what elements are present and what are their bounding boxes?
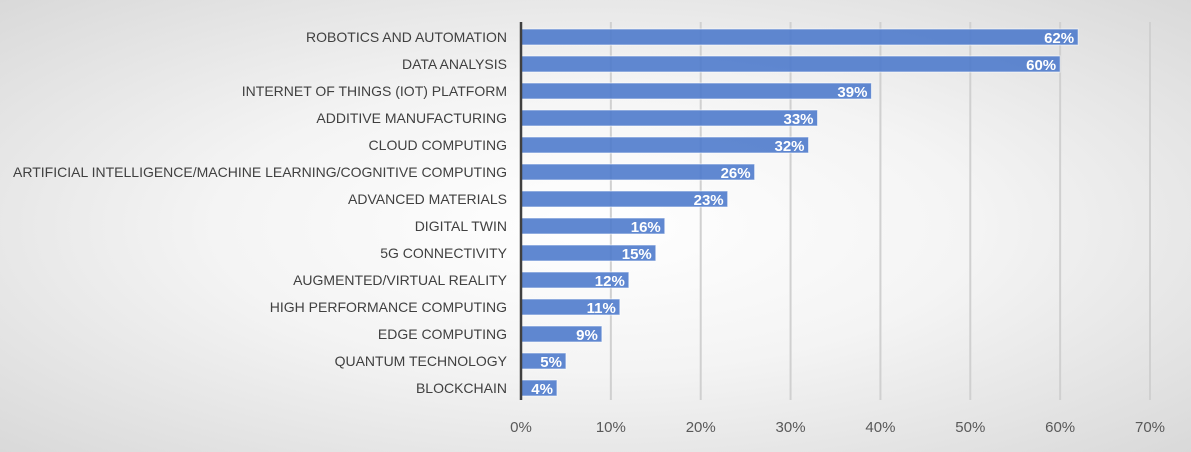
x-tick-label: 30% bbox=[776, 419, 806, 436]
data-label: 26% bbox=[721, 165, 751, 182]
x-tick-label: 50% bbox=[955, 419, 985, 436]
x-tick-label: 60% bbox=[1045, 419, 1075, 436]
data-label: 60% bbox=[1026, 57, 1056, 74]
x-tick-label: 10% bbox=[596, 419, 626, 436]
category-label: AUGMENTED/VIRTUAL REALITY bbox=[293, 272, 508, 288]
category-label: QUANTUM TECHNOLOGY bbox=[335, 353, 508, 369]
category-label: ARTIFICIAL INTELLIGENCE/MACHINE LEARNING… bbox=[13, 164, 507, 180]
bar bbox=[520, 136, 810, 154]
category-label: DIGITAL TWIN bbox=[415, 218, 507, 234]
data-label: 39% bbox=[837, 84, 867, 101]
data-label: 16% bbox=[631, 219, 661, 236]
data-label: 12% bbox=[595, 273, 625, 290]
data-label: 9% bbox=[576, 327, 598, 344]
category-label: HIGH PERFORMANCE COMPUTING bbox=[270, 299, 507, 315]
x-tick-label: 40% bbox=[865, 419, 895, 436]
data-label: 23% bbox=[694, 192, 724, 209]
bar bbox=[520, 82, 872, 100]
category-label: ROBOTICS AND AUTOMATION bbox=[306, 29, 507, 45]
category-label: ADDITIVE MANUFACTURING bbox=[316, 110, 507, 126]
x-tick-label: 70% bbox=[1135, 419, 1165, 436]
category-label: ADVANCED MATERIALS bbox=[348, 191, 507, 207]
data-label: 33% bbox=[783, 111, 813, 128]
bar bbox=[520, 163, 756, 181]
category-label: EDGE COMPUTING bbox=[378, 326, 507, 342]
data-label: 11% bbox=[587, 300, 616, 317]
data-label: 4% bbox=[531, 381, 553, 398]
data-label: 62% bbox=[1044, 30, 1074, 47]
bar bbox=[520, 55, 1061, 73]
category-label: BLOCKCHAIN bbox=[416, 380, 507, 396]
category-label: CLOUD COMPUTING bbox=[369, 137, 507, 153]
data-label: 15% bbox=[622, 246, 652, 263]
category-label: 5G CONNECTIVITY bbox=[380, 245, 507, 261]
category-label: DATA ANALYSIS bbox=[402, 56, 507, 72]
bar bbox=[520, 109, 819, 127]
category-label: INTERNET OF THINGS (IOT) PLATFORM bbox=[242, 83, 507, 99]
data-label: 5% bbox=[540, 354, 562, 371]
x-tick-label: 20% bbox=[686, 419, 716, 436]
data-label: 32% bbox=[775, 138, 805, 155]
x-tick-label: 0% bbox=[510, 419, 532, 436]
bar bbox=[520, 28, 1079, 46]
